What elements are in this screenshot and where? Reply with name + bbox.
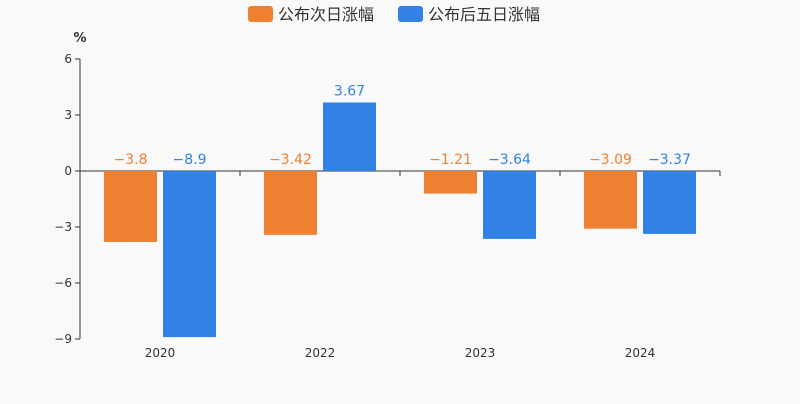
bar (323, 102, 376, 171)
legend-swatch[interactable] (248, 6, 273, 22)
bar-value-label: −3.42 (269, 152, 312, 168)
legend-label[interactable]: 公布后五日涨幅 (428, 5, 540, 24)
bar (264, 171, 317, 235)
y-axis: 6 3 0 −3 −6 −9 (54, 52, 81, 346)
y-tick-label: 3 (64, 108, 72, 122)
bar-labels: −3.8 −3.42 −1.21 −3.09 −8.9 3.67 −3.64 −3.37 (114, 83, 691, 168)
x-tick-label: 2024 (625, 346, 656, 360)
bars (104, 102, 696, 338)
y-tick-label: −3 (54, 220, 72, 234)
y-tick-label: 0 (64, 164, 72, 178)
bar-value-label: −1.21 (429, 152, 472, 168)
legend-label[interactable]: 公布次日涨幅 (278, 5, 374, 24)
bar (424, 171, 477, 194)
legend-swatch[interactable] (398, 6, 423, 22)
bar-value-label: 3.67 (334, 83, 365, 99)
bar (483, 171, 536, 239)
bar (163, 171, 216, 338)
bar-value-label: −3.8 (114, 152, 148, 168)
y-tick-label: −9 (54, 332, 72, 346)
x-tick-label: 2022 (305, 346, 336, 360)
bar-value-label: −3.64 (488, 152, 531, 168)
y-axis-label: % (73, 31, 86, 46)
y-tick-label: 6 (64, 52, 72, 66)
bar (104, 171, 157, 242)
bar-value-label: −3.37 (648, 152, 691, 168)
legend: 公布次日涨幅 公布后五日涨幅 (248, 5, 540, 24)
x-tick-label: 2020 (145, 346, 176, 360)
bar-value-label: −3.09 (589, 152, 632, 168)
bar (643, 171, 696, 234)
bar-value-label: −8.9 (173, 152, 207, 168)
bar (584, 171, 637, 229)
y-tick-label: −6 (54, 276, 72, 290)
x-tick-label: 2023 (465, 346, 496, 360)
